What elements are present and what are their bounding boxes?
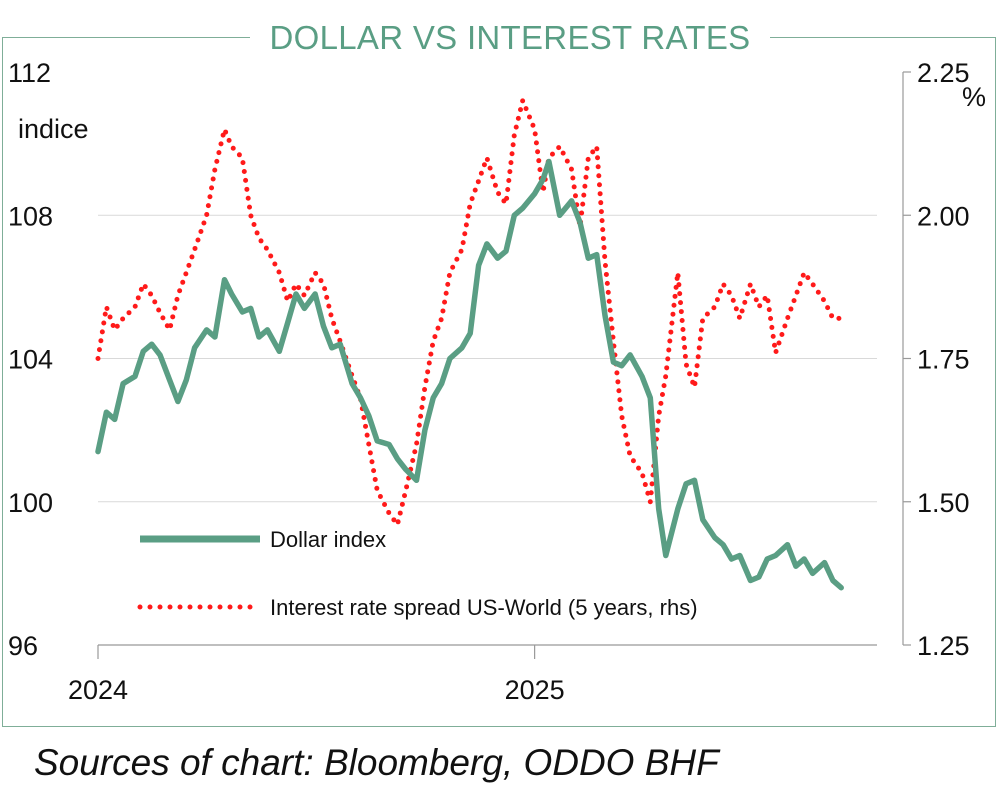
y2-tick-labels: 2.25 2.00 1.75 1.50 1.25 (917, 58, 970, 661)
y-tick-label: 112 (8, 58, 51, 88)
x-tick-label: 2024 (68, 675, 128, 705)
y-axis-label: indice (18, 114, 89, 144)
legend: Dollar index Interest rate spread US-Wor… (137, 527, 698, 620)
series-layer (95, 98, 844, 591)
legend-label-dollar: Dollar index (270, 527, 386, 552)
y-tick-label: 108 (8, 201, 53, 231)
y2-tick-label: 1.75 (917, 345, 970, 375)
y-tick-label: 104 (8, 345, 53, 375)
y-tick-label: 96 (8, 631, 38, 661)
y2-tick-label: 2.00 (917, 201, 970, 231)
spread-series-line (95, 98, 844, 528)
y-tick-label: 100 (8, 488, 53, 518)
x-tick-labels: 2024 2025 (68, 675, 565, 705)
gridlines (98, 71, 911, 646)
x-tick-marks (97, 645, 536, 659)
y2-tick-label: 1.50 (917, 488, 970, 518)
y2-tick-label: 2.25 (917, 58, 970, 88)
legend-label-spread: Interest rate spread US-World (5 years, … (270, 595, 698, 620)
source-note: Sources of chart: Bloomberg, ODDO BHF (34, 742, 719, 783)
dollar-index-line (95, 158, 844, 591)
y-tick-labels: 112 108 104 100 96 (8, 58, 53, 661)
y2-axis-label: % (962, 82, 986, 112)
x-tick-label: 2025 (505, 675, 565, 705)
chart-title: DOLLAR VS INTEREST RATES (250, 18, 770, 58)
y2-tick-label: 1.25 (917, 631, 970, 661)
